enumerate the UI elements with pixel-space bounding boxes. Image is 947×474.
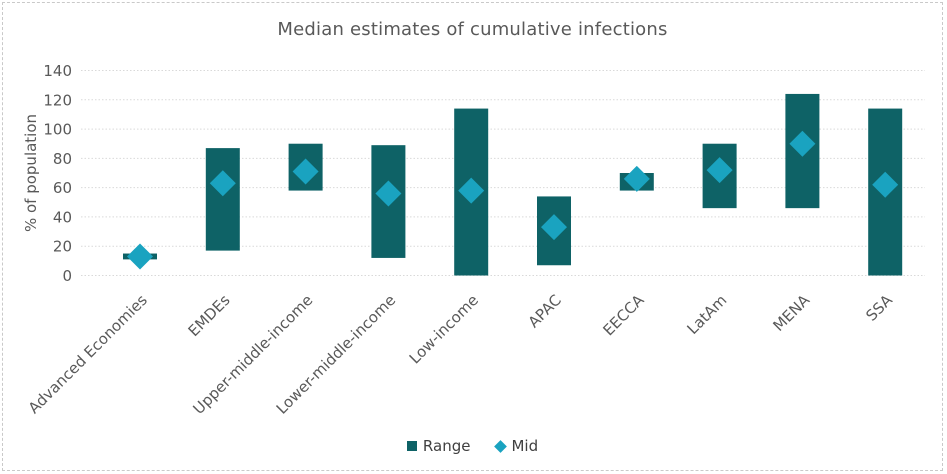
x-axis-label: APAC [525,291,565,331]
x-axis-label: EECCA [599,291,648,340]
chart-legend: Range Mid [3,437,942,455]
mid-marker [127,243,153,270]
x-axis-label: MENA [769,291,813,335]
mid-marker [458,177,485,204]
mid-marker [789,130,816,157]
legend-item-mid: Mid [494,437,539,455]
legend-label: Mid [511,437,539,455]
range-bar [205,148,240,251]
chart-title: Median estimates of cumulative infection… [277,19,668,40]
x-axis-label: Advanced Economies [25,291,151,417]
plot-area: 0 20 40 60 80 100 120 140 % of population Advance… [22,62,925,418]
y-tick-label: 20 [53,238,72,256]
legend-square-icon [406,441,417,451]
x-axis-label: SSA [862,291,896,325]
y-axis-title: % of population [22,114,40,232]
mid-marker [292,158,319,185]
x-axis-label: EMDEs [185,291,234,340]
mid-marker [706,157,733,184]
mid-marker [872,171,899,198]
legend-label: Range [422,437,471,455]
y-tick-label: 100 [43,121,72,139]
mid-marker [623,165,650,192]
legend-item-range: Range [406,437,471,455]
y-tick-label: 60 [53,179,72,197]
legend-diamond-icon [494,439,508,453]
mid-marker [375,180,402,207]
mid-marker [541,214,567,241]
x-axis-label: LatAm [684,291,731,338]
y-tick-label: 120 [43,91,72,109]
mid-marker [209,170,236,197]
y-tick-label: 0 [62,267,72,285]
y-tick-label: 40 [53,208,72,226]
y-tick-label: 80 [53,150,72,168]
x-axis-label: Low-income [406,291,482,367]
y-tick-label: 140 [43,62,72,80]
